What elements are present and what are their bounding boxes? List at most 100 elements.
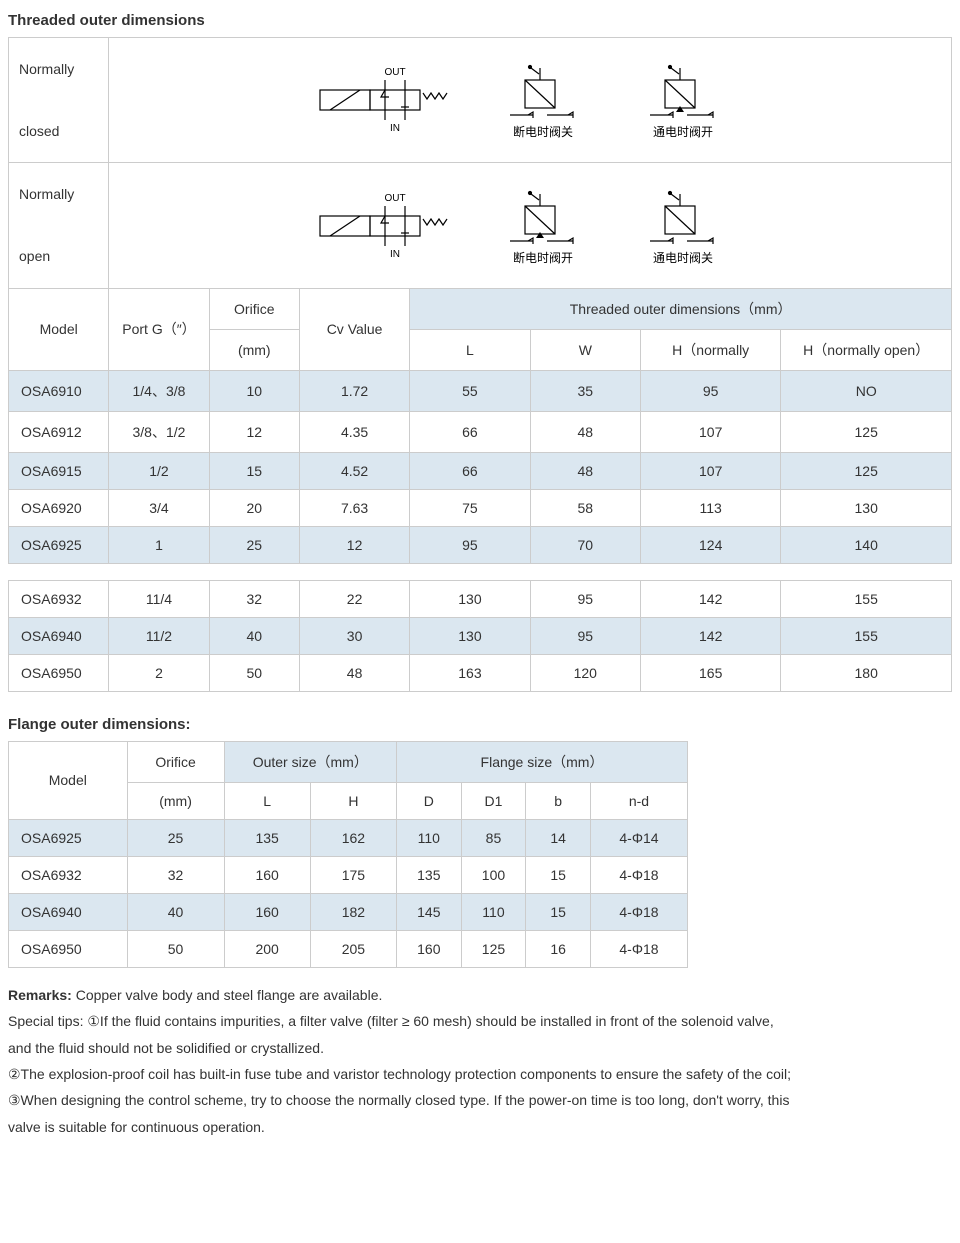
hdr-Hnc: H（normally [640,329,780,370]
diagram-label: Normallyopen [9,163,109,288]
cell-L: 200 [224,930,310,967]
svg-text:IN: IN [390,249,400,260]
table-row: OSA69252513516211085144-Φ14 [9,819,688,856]
cell-model: OSA6912 [9,411,109,452]
cell-D1: 100 [461,856,526,893]
cell-L: 160 [224,856,310,893]
cell-Hnc: 142 [640,580,780,617]
cell-L: 95 [410,526,530,563]
cell-D1: 110 [461,893,526,930]
diagram-label: Normallyclosed [9,38,109,163]
fl-hdr-b: b [526,782,591,819]
cell-Hnc: 142 [640,617,780,654]
cell-Hno: 180 [781,654,952,691]
cell-Hnc: 95 [640,370,780,411]
hdr-W: W [530,329,640,370]
cell-L: 135 [224,819,310,856]
cell-port: 11/2 [109,617,209,654]
cell-L: 130 [410,580,530,617]
cell-Hnc: 124 [640,526,780,563]
valve-state-icon: 断电时阀开 [495,186,605,266]
table-row: OSA69123/8、1/2124.356648107125 [9,411,952,452]
svg-text:OUT: OUT [385,67,406,78]
svg-text:断电时阀关: 断电时阀关 [513,124,573,139]
cell-W: 120 [530,654,640,691]
cell-cv: 30 [299,617,409,654]
cell-b: 15 [526,856,591,893]
remarks-l5: valve is suitable for continuous operati… [8,1116,952,1138]
valve-state-icon: 通电时阀开 [635,60,745,140]
cell-orifice: 20 [209,489,299,526]
threaded-table-b: OSA693211/4322213095142155OSA694011/2403… [8,580,952,692]
cell-Hno: 140 [781,526,952,563]
diagram-cell: OUT IN 断电时阀关 通电时阀开 [109,38,952,163]
cell-model: OSA6950 [9,930,128,967]
cell-Hno: 125 [781,411,952,452]
cell-cv: 48 [299,654,409,691]
cell-orifice: 25 [127,819,224,856]
cell-orifice: 50 [209,654,299,691]
cell-L: 66 [410,411,530,452]
cell-Hnc: 107 [640,411,780,452]
cell-cv: 22 [299,580,409,617]
valve-schematic-icon: OUT IN [315,191,465,261]
flange-title: Flange outer dimensions: [8,716,952,733]
flange-header-row1: Model Orifice Outer size（mm） Flange size… [9,741,688,782]
hdr-orifice: Orifice [209,288,299,329]
svg-text:通电时阀关: 通电时阀关 [653,251,713,265]
cell-H: 205 [310,930,396,967]
fl-hdr-nd: n-d [590,782,687,819]
cell-nd: 4-Φ18 [590,930,687,967]
cell-model: OSA6940 [9,617,109,654]
cell-cv: 4.35 [299,411,409,452]
cell-orifice: 50 [127,930,224,967]
cell-port: 1/4、3/8 [109,370,209,411]
table-row: OSA695025048163120165180 [9,654,952,691]
cell-W: 70 [530,526,640,563]
cell-Hno: 130 [781,489,952,526]
cell-H: 182 [310,893,396,930]
cell-port: 1/2 [109,452,209,489]
cell-Hno: 155 [781,617,952,654]
fl-hdr-orifice: Orifice [127,741,224,782]
fl-hdr-H: H [310,782,396,819]
cell-port: 11/4 [109,580,209,617]
cell-Hnc: 165 [640,654,780,691]
table-row: OSA693211/4322213095142155 [9,580,952,617]
table-row: OSA6925125129570124140 [9,526,952,563]
hdr-L: L [410,329,530,370]
cell-orifice: 10 [209,370,299,411]
threaded-table-a: Normallyclosed OUT IN [8,37,952,564]
table-row: OSA69101/4、3/8101.72553595NO [9,370,952,411]
table-row: OSA693232160175135100154-Φ18 [9,856,688,893]
cell-orifice: 25 [209,526,299,563]
flange-table: Model Orifice Outer size（mm） Flange size… [8,741,688,968]
cell-model: OSA6925 [9,819,128,856]
cell-model: OSA6925 [9,526,109,563]
cell-W: 48 [530,411,640,452]
cell-Hno: 125 [781,452,952,489]
valve-schematic-icon: OUT IN [315,65,465,135]
cell-orifice: 15 [209,452,299,489]
cell-cv: 12 [299,526,409,563]
cell-H: 162 [310,819,396,856]
cell-nd: 4-Φ18 [590,856,687,893]
cell-cv: 4.52 [299,452,409,489]
svg-text:通电时阀开: 通电时阀开 [653,125,713,139]
threaded-title: Threaded outer dimensions [8,12,952,29]
cell-port: 2 [109,654,209,691]
cell-L: 163 [410,654,530,691]
cell-orifice: 40 [209,617,299,654]
table-row: OSA694011/2403013095142155 [9,617,952,654]
valve-state-icon: 通电时阀关 [635,186,745,266]
cell-model: OSA6932 [9,856,128,893]
table-row: OSA69203/4207.637558113130 [9,489,952,526]
fl-hdr-L: L [224,782,310,819]
valve-state-icon: 断电时阀关 [495,60,605,140]
cell-cv: 1.72 [299,370,409,411]
cell-W: 35 [530,370,640,411]
remarks-block: Remarks: Copper valve body and steel fla… [8,984,952,1138]
cell-L: 160 [224,893,310,930]
cell-D: 135 [396,856,461,893]
fl-hdr-orifice-unit: (mm) [127,782,224,819]
